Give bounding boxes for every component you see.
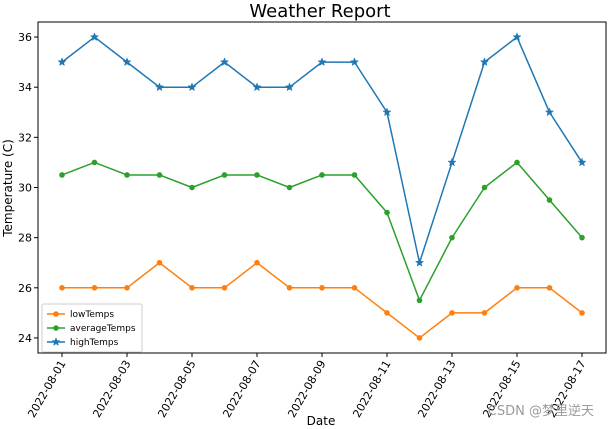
data-point-highTemps	[154, 82, 165, 92]
data-point-averageTemps	[156, 172, 163, 178]
series-lowTemps	[59, 259, 585, 341]
data-point-highTemps	[317, 57, 327, 67]
plot-area	[37, 21, 607, 354]
legend-marker-averageTemps	[53, 325, 59, 331]
data-point-lowTemps	[319, 285, 325, 291]
data-point-lowTemps	[579, 310, 585, 316]
data-point-lowTemps	[124, 285, 130, 291]
data-point-averageTemps	[221, 172, 228, 178]
data-point-highTemps	[122, 57, 132, 67]
series-line-highTemps	[61, 36, 583, 264]
data-point-averageTemps	[351, 172, 358, 178]
data-point-lowTemps	[156, 259, 163, 266]
data-point-lowTemps	[351, 285, 358, 291]
data-point-highTemps	[447, 157, 457, 167]
chart-title: Weather Report	[249, 1, 390, 22]
data-point-highTemps	[382, 107, 392, 117]
data-point-lowTemps	[384, 310, 390, 316]
data-point-lowTemps	[189, 285, 195, 291]
y-tick-label: 28	[18, 232, 32, 245]
data-point-highTemps	[577, 157, 587, 167]
data-point-averageTemps	[449, 234, 455, 241]
legend-marker-highTemps	[51, 337, 61, 346]
data-point-lowTemps	[546, 285, 553, 291]
data-point-highTemps	[479, 57, 490, 67]
data-point-lowTemps	[254, 259, 260, 266]
legend-label-highTemps: highTemps	[70, 338, 119, 348]
data-point-averageTemps	[319, 172, 325, 178]
data-point-lowTemps	[449, 310, 455, 316]
x-tick-label: 2022-08-09	[285, 358, 328, 420]
data-point-highTemps	[414, 257, 425, 267]
series-averageTemps	[59, 159, 585, 304]
y-tick-label: 34	[18, 81, 32, 94]
x-tick-label: 2022-08-01	[25, 358, 68, 420]
data-point-highTemps	[187, 82, 197, 92]
data-point-lowTemps	[59, 285, 65, 291]
legend-label-averageTemps: averageTemps	[70, 324, 136, 334]
x-tick-label: 2022-08-03	[90, 358, 133, 420]
data-point-averageTemps	[481, 184, 488, 191]
data-point-highTemps	[284, 82, 295, 92]
y-axis-label: Temperature (C)	[1, 139, 15, 238]
y-tick-label: 30	[18, 182, 32, 195]
data-point-averageTemps	[514, 159, 520, 166]
data-point-lowTemps	[91, 285, 98, 291]
x-tick-label: 2022-08-07	[220, 358, 263, 420]
data-point-averageTemps	[546, 197, 553, 203]
y-tick-label: 32	[18, 131, 32, 144]
data-point-highTemps	[512, 32, 522, 42]
x-tick-label: 2022-08-11	[350, 358, 393, 420]
data-point-highTemps	[219, 57, 230, 67]
legend: lowTemps averageTemps highTemps	[41, 303, 143, 353]
x-tick-label: 2022-08-13	[415, 358, 458, 420]
legend-label-lowTemps: lowTemps	[70, 310, 114, 320]
data-point-averageTemps	[384, 209, 390, 216]
y-axis: 24 26 28 30 32 34 36	[18, 31, 38, 345]
data-point-highTemps	[89, 32, 100, 42]
data-point-highTemps	[349, 57, 360, 67]
data-point-lowTemps	[286, 285, 293, 291]
data-point-highTemps	[544, 107, 555, 117]
series-highTemps	[57, 32, 587, 267]
data-point-averageTemps	[91, 159, 98, 166]
y-tick-label: 36	[18, 31, 32, 44]
watermark: CSDN @梦里逆天	[488, 403, 594, 419]
data-point-lowTemps	[481, 310, 488, 316]
data-point-averageTemps	[416, 297, 423, 304]
series-layer	[57, 32, 587, 341]
data-point-averageTemps	[124, 172, 130, 178]
data-point-lowTemps	[221, 285, 228, 291]
data-point-lowTemps	[416, 335, 423, 341]
data-point-averageTemps	[59, 172, 65, 178]
legend-box	[41, 303, 143, 353]
x-axis-label: Date	[307, 414, 336, 428]
data-point-highTemps	[252, 82, 262, 92]
data-point-averageTemps	[579, 234, 585, 241]
y-tick-label: 26	[18, 282, 32, 295]
data-point-lowTemps	[514, 285, 520, 291]
y-tick-label: 24	[18, 332, 32, 345]
x-tick-label: 2022-08-05	[155, 358, 198, 420]
data-point-averageTemps	[189, 184, 195, 191]
data-point-averageTemps	[286, 184, 293, 191]
legend-marker-lowTemps	[53, 311, 59, 317]
series-line-averageTemps	[61, 161, 583, 302]
data-point-highTemps	[57, 57, 67, 67]
data-point-averageTemps	[254, 172, 260, 178]
